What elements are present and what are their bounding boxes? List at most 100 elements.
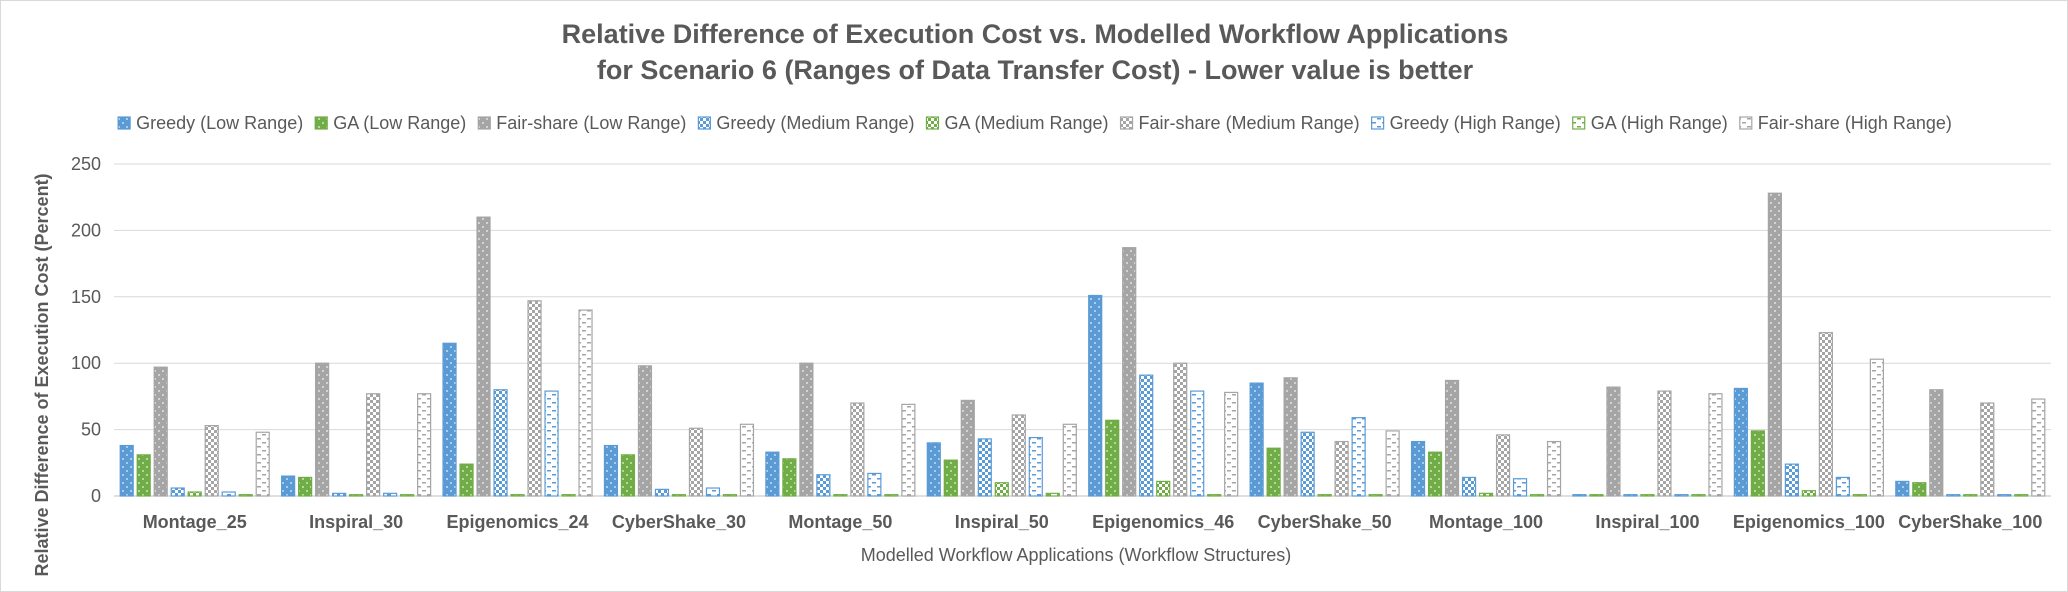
bar [867,472,882,497]
legend-swatch [1572,116,1586,130]
bar [1317,494,1332,497]
bar [281,475,296,497]
bar [493,389,508,497]
x-axis-title: Modelled Workflow Applications (Workflow… [861,545,1292,565]
bar [400,494,415,497]
legend-label: Greedy (Medium Range) [716,113,914,133]
legend-item: GA (Low Range) [314,113,466,133]
bar [1572,494,1587,497]
bar [2014,494,2029,497]
bar [782,458,797,497]
x-tick-label: Inspiral_30 [309,512,403,532]
legend-label: GA (High Range) [1591,113,1728,133]
y-tick-label: 50 [81,420,101,440]
bar [510,494,525,497]
bar [442,342,457,497]
gridlines [114,163,2051,497]
x-tick-label: Montage_100 [1429,512,1543,532]
y-axis-title: Relative Difference of Execution Cost (P… [32,173,52,576]
bar [1334,440,1349,497]
bar [1266,447,1281,497]
bar [1088,294,1103,497]
bar [1929,389,1944,497]
bar [1946,494,1961,497]
legend-swatch [925,116,940,130]
legend-item: Fair-share (Medium Range) [1119,113,1360,133]
chart-subtitle: for Scenario 6 (Ranges of Data Transfer … [597,55,1474,85]
bar [816,474,831,497]
bar [960,399,975,497]
legend-item: Greedy (High Range) [1371,113,1561,133]
bar [1300,431,1315,497]
x-tick-label: Epigenomics_46 [1092,512,1234,532]
bar [1623,494,1638,497]
bar [417,393,432,497]
bar [671,494,687,497]
bar [136,454,151,497]
bar [1657,390,1672,497]
bar [722,494,738,497]
bar [315,362,330,497]
bar [1156,480,1171,497]
bar [1589,494,1604,497]
bar [1385,430,1400,497]
legend-label: Fair-share (High Range) [1758,113,1952,133]
bar [578,309,593,497]
bar [1980,402,1995,497]
bar [366,393,381,497]
bar [1190,390,1205,497]
bar [332,492,347,497]
bar [1869,358,1884,497]
bar [901,403,916,497]
bar [1173,362,1188,497]
bar [1852,494,1867,497]
x-tick-label: CyberShake_50 [1258,512,1392,532]
bar [799,362,814,497]
bar [994,482,1009,497]
bar [255,431,270,497]
legend-item: Greedy (Low Range) [117,113,303,133]
bar [476,216,491,497]
legend-swatch [1371,116,1385,130]
bar [1912,482,1927,497]
x-tick-label: Montage_25 [143,512,247,532]
bar [1784,463,1799,497]
bar [705,487,721,497]
bar [544,390,559,497]
bar [1835,476,1850,497]
chart-title: Relative Difference of Execution Cost vs… [562,19,1509,49]
legend-label: GA (Medium Range) [944,113,1108,133]
bar [1801,490,1816,497]
legend-swatch [1739,116,1753,130]
bar [1351,417,1366,497]
bar [620,454,636,497]
legend-item: Fair-share (High Range) [1739,113,1952,133]
bar [119,444,134,497]
bar [204,425,219,497]
bar [1963,494,1978,497]
bar [1249,382,1264,497]
bar [1011,414,1026,497]
bar [1139,374,1154,497]
bar [187,491,202,497]
bar [1444,379,1460,497]
bar [637,365,653,497]
x-tick-label: Epigenomics_24 [447,512,589,532]
bar [1461,476,1477,497]
bar [349,494,364,497]
bar [2031,398,2046,497]
legend-item: GA (Medium Range) [925,113,1109,133]
legend-swatch [1119,116,1134,130]
y-tick-label: 200 [71,220,101,240]
bar [1368,494,1383,497]
bar [1028,436,1043,497]
bar [1895,480,1910,497]
legend-item: GA (High Range) [1572,113,1728,133]
x-tick-label: CyberShake_30 [612,512,746,532]
bar [1674,494,1689,497]
bar [1529,494,1545,497]
bar [1997,494,2012,497]
bar [833,494,848,497]
y-tick-label: 250 [71,154,101,174]
